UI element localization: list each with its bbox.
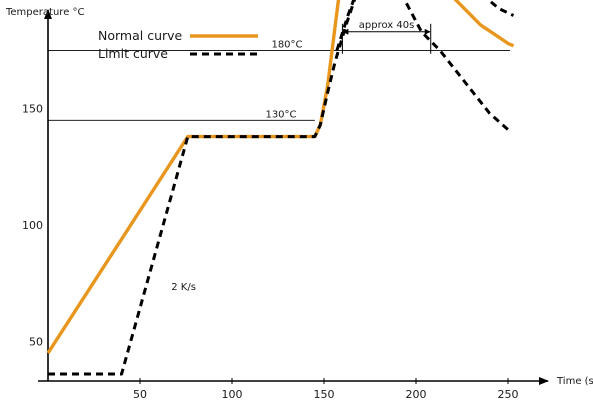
- y-axis-title: Temperature °C: [5, 7, 85, 18]
- ref-line-label-4: 180°C: [271, 39, 302, 50]
- x-tick-label-50: 50: [133, 388, 147, 401]
- y-tick-label-50: 50: [29, 335, 43, 348]
- x-tick-label-150: 150: [314, 388, 335, 401]
- y-tick-label-100: 100: [22, 219, 43, 232]
- legend-label-1: Normal curve: [98, 28, 183, 43]
- ref-line-label-5: 130°C: [265, 109, 296, 120]
- x-tick-label-250: 250: [498, 388, 519, 401]
- series-line-2: [48, 0, 515, 376]
- series-line-3: [335, 0, 509, 131]
- y-tick-label-150: 150: [22, 103, 43, 116]
- x-tick-label-200: 200: [406, 388, 427, 401]
- tick-labels: 5010015020025050100150200250300: [22, 103, 519, 401]
- bracket-label-3: approx 40s: [359, 20, 415, 31]
- series: [46, 0, 515, 376]
- axes: Temperature °C Time (s): [5, 7, 593, 387]
- series-line-1: [46, 0, 515, 355]
- legend-label-2: Limit curve: [98, 46, 168, 61]
- legend: Normal curve Limit curve: [98, 28, 258, 61]
- annotation-label-4: 2 K/s: [171, 282, 196, 293]
- x-tick-label-100: 100: [222, 388, 243, 401]
- x-axis-title: Time (s): [556, 376, 593, 387]
